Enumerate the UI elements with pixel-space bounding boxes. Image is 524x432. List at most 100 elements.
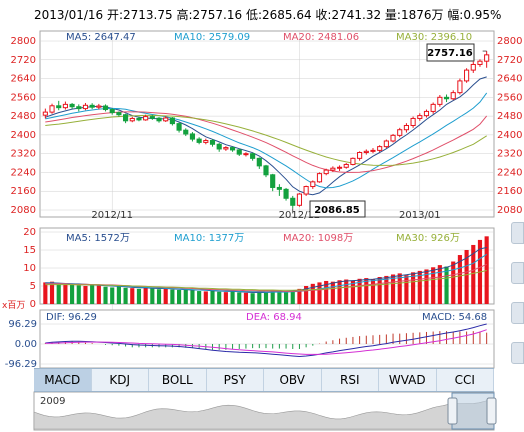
volume-bar (464, 250, 469, 304)
candle-body (109, 109, 115, 114)
price-ma10-line (45, 92, 488, 189)
candle-body (357, 151, 363, 159)
candle-body (310, 181, 316, 188)
volume-ytick: 0 (30, 299, 36, 310)
price-ytick-right: 2560 (497, 92, 522, 103)
volume-bar (163, 288, 168, 304)
volume-bar (257, 291, 262, 304)
volume-bar (337, 280, 342, 304)
candle-body (250, 153, 256, 159)
volume-bar (83, 286, 88, 304)
price-ytick-left: 2720 (11, 55, 36, 66)
candle-body (316, 173, 323, 183)
macd-ytick: -96.29 (5, 359, 37, 370)
candle-body (450, 92, 456, 100)
volume-bar (90, 284, 95, 304)
candle-body (169, 117, 175, 125)
tab-wvad[interactable]: WVAD (379, 369, 437, 391)
price-ma-label: MA10: 2579.09 (174, 32, 250, 43)
macd-value-label: MACD: 54.68 (422, 312, 487, 323)
navigator-left-handle[interactable] (447, 397, 458, 425)
candle-body (363, 150, 369, 153)
volume-ma30-line (45, 270, 487, 291)
candle-body (236, 149, 242, 155)
candle-body (276, 186, 282, 190)
candle-body (270, 174, 276, 188)
candle-body (464, 69, 470, 82)
tab-boll[interactable]: BOLL (149, 369, 207, 391)
candle-body (149, 116, 155, 119)
price-ytick-right: 2240 (497, 167, 522, 178)
price-xtick: 2012/11 (91, 210, 133, 221)
volume-ma-label: MA20: 1098万 (283, 233, 353, 244)
volume-ytick: 5 (30, 281, 36, 292)
volume-bar (324, 280, 329, 304)
volume-bar (250, 293, 255, 304)
price-ytick-left: 2800 (11, 36, 36, 47)
candle-body (370, 149, 376, 152)
candle-body (484, 54, 490, 62)
candle-body (189, 133, 196, 140)
candle-body (209, 140, 216, 145)
price-ytick-left: 2160 (11, 186, 36, 197)
volume-bar (270, 291, 275, 304)
candle-body (143, 116, 149, 121)
candle-body (417, 115, 423, 119)
macd-chart-frame (39, 309, 495, 369)
volume-bar (364, 278, 369, 304)
price-ytick-right: 2720 (497, 55, 522, 66)
macd-dea-label: DEA: 68.94 (246, 312, 302, 323)
volume-bar (156, 289, 162, 304)
tab-rsi[interactable]: RSI (322, 369, 379, 391)
volume-bar (170, 289, 175, 304)
macd-ytick: 0.00 (15, 339, 37, 350)
candle-body (176, 123, 182, 131)
macd-dea-line (45, 329, 487, 355)
side-button-2[interactable] (511, 262, 524, 284)
price-xtick: 2013/01 (399, 210, 441, 221)
volume-bar (297, 288, 302, 304)
price-ytick-right: 2160 (497, 186, 522, 197)
volume-bar (437, 265, 442, 304)
volume-bar (210, 289, 215, 304)
side-button-4[interactable] (511, 342, 524, 364)
candle-body (323, 169, 329, 175)
candle-body (96, 105, 102, 108)
candle-body (423, 110, 430, 117)
price-ytick-right: 2080 (497, 205, 522, 216)
candle-body (383, 140, 389, 148)
volume-bar (457, 255, 462, 304)
candle-body (330, 167, 336, 171)
navigator-right-handle[interactable] (486, 397, 497, 425)
tab-kdj[interactable]: KDJ (92, 369, 149, 391)
volume-bar (217, 291, 222, 304)
candle-body (223, 147, 229, 150)
volume-bar (484, 236, 489, 304)
side-button-3[interactable] (511, 302, 524, 324)
volume-bar (370, 279, 376, 304)
candle-body (56, 105, 62, 109)
tab-cci[interactable]: CCI (437, 369, 494, 391)
candle-body (256, 157, 262, 167)
tab-obv[interactable]: OBV (264, 369, 322, 391)
volume-bar (263, 292, 269, 304)
candle-body (430, 103, 436, 112)
candle-body (229, 147, 236, 151)
price-ytick-left: 2640 (11, 74, 36, 85)
volume-bar (357, 278, 362, 304)
candle-body (62, 103, 68, 109)
side-panel-buttons (511, 222, 524, 382)
navigator-overview-area (33, 397, 495, 430)
tab-psy[interactable]: PSY (207, 369, 264, 391)
price-ytick-left: 2320 (11, 149, 36, 160)
volume-bar (70, 283, 75, 304)
side-button-1[interactable] (511, 222, 524, 244)
tab-macd[interactable]: MACD (34, 369, 92, 391)
volume-bar (471, 244, 476, 304)
volume-bar (350, 280, 355, 304)
candle-body (89, 104, 95, 108)
volume-bar (451, 261, 456, 304)
volume-bar (344, 279, 349, 304)
candle-body (437, 96, 443, 105)
candle-body (76, 106, 82, 110)
